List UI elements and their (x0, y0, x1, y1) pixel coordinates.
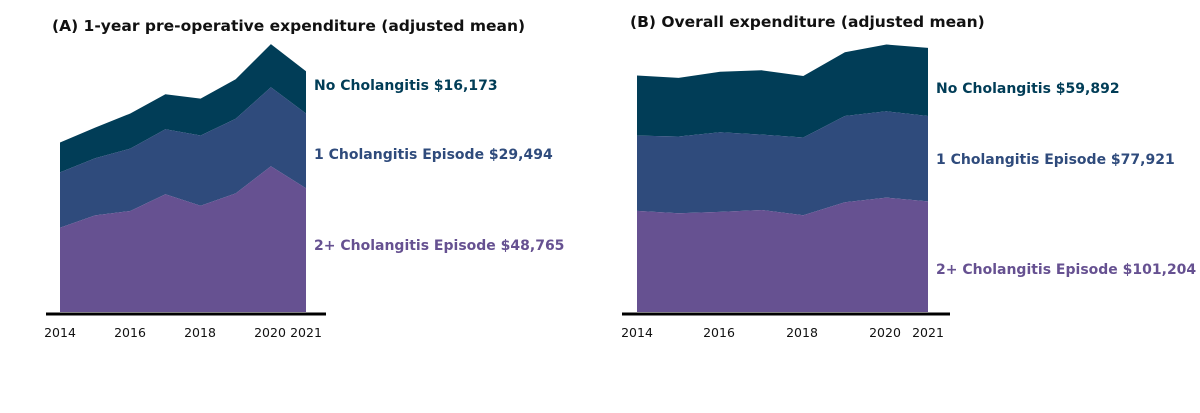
panel-a-area-1-episode (60, 87, 306, 228)
panel-b: (B) Overall expenditure (adjusted mean) … (621, 13, 1196, 340)
panel-a-tick-2021: 2021 (290, 325, 322, 340)
panel-b-tick-2020: 2020 (869, 325, 901, 340)
panel-a-plot (60, 44, 306, 312)
panel-a-tick-2018: 2018 (184, 325, 216, 340)
panel-a-label-2-plus-episode: 2+ Cholangitis Episode $48,765 (314, 238, 564, 254)
panel-b-label-1-episode: 1 Cholangitis Episode $77,921 (936, 152, 1175, 168)
panel-a-area-2-plus-episode (60, 166, 306, 312)
panel-b-label-2-plus-episode: 2+ Cholangitis Episode $101,204 (936, 262, 1196, 278)
panel-a-tick-2016: 2016 (114, 325, 146, 340)
panel-a: (A) 1-year pre-operative expenditure (ad… (44, 17, 564, 340)
panel-b-area-1-episode (637, 111, 928, 216)
panel-a-tick-2020: 2020 (254, 325, 286, 340)
panel-b-area-no-cholangitis (637, 44, 928, 138)
panel-b-tick-2014: 2014 (621, 325, 653, 340)
panel-a-tick-2014: 2014 (44, 325, 76, 340)
panel-b-label-no-cholangitis: No Cholangitis $59,892 (936, 81, 1120, 97)
panel-a-label-no-cholangitis: No Cholangitis $16,173 (314, 78, 498, 94)
panel-b-tick-2021: 2021 (912, 325, 944, 340)
panel-b-area-2-plus-episode (637, 197, 928, 312)
panel-b-tick-2018: 2018 (786, 325, 818, 340)
panel-b-title: (B) Overall expenditure (adjusted mean) (630, 13, 985, 31)
panel-b-tick-2016: 2016 (703, 325, 735, 340)
panel-a-label-1-episode: 1 Cholangitis Episode $29,494 (314, 147, 553, 163)
panel-a-title: (A) 1-year pre-operative expenditure (ad… (52, 17, 525, 35)
panel-a-area-no-cholangitis (60, 44, 306, 173)
panel-b-plot (637, 44, 928, 312)
